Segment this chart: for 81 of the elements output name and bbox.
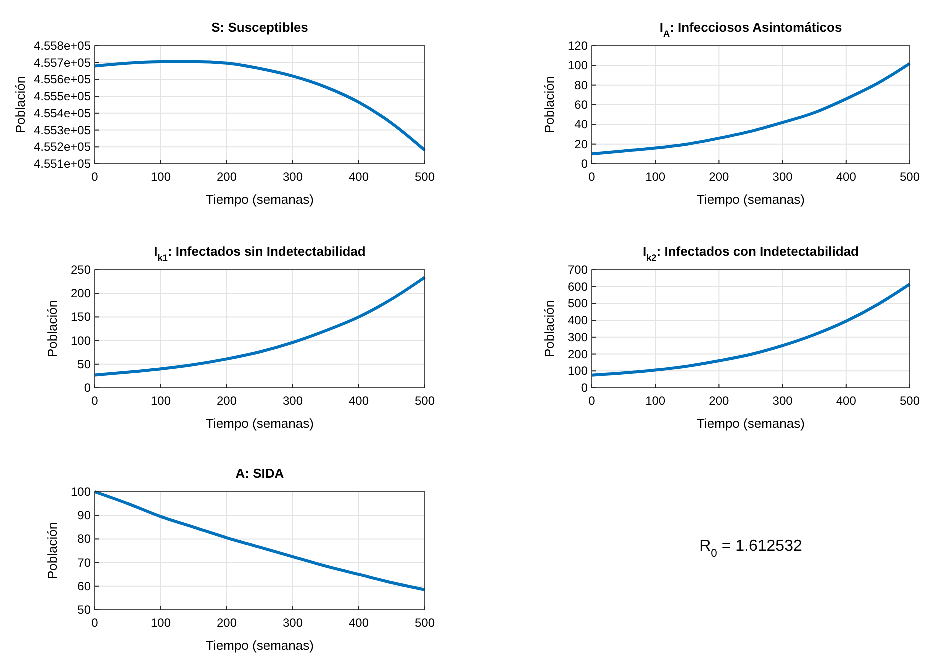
y-tick-label: 4.555e+05 [34,90,92,104]
y-tick-label: 0 [581,157,588,171]
y-tick-label: 4.552e+05 [34,140,92,154]
y-axis-title: Población [13,76,28,134]
y-tick-label: 600 [568,280,588,294]
y-tick-label: 100 [70,485,92,499]
chart-title: S: Susceptibles [212,20,308,35]
y-tick-label: 50 [78,357,92,372]
y-tick-label: 70 [78,556,92,570]
y-tick-label: 4.553e+05 [34,123,92,138]
y-tick-label: 20 [574,137,588,152]
x-tick-label: 400 [348,616,370,630]
y-tick-label: 500 [568,296,588,311]
y-tick-label: 40 [574,118,588,132]
y-tick-label: 4.557e+05 [34,56,92,70]
text: R$_{0}$ = 1.612532 [700,538,802,560]
x-tick-label: 100 [150,616,172,630]
x-tick-label: 200 [709,170,730,184]
x-tick-label: 300 [772,170,794,184]
y-axis-title: Población [45,300,60,358]
x-tick-label: 400 [348,170,370,184]
y-tick-label: 100 [70,334,92,348]
chart-title: I$_{A}$: Infecciosos Asintomáticos [660,20,842,39]
chart-title: I$_{k1}$: Infectados sin Indetectabilidad [154,244,366,263]
y-tick-label: 700 [568,263,588,277]
line-series [590,62,912,156]
y-tick-label: 80 [574,78,588,92]
x-axis-title: Tiempo (semanas) [206,192,314,207]
x-tick-label: 200 [216,170,238,184]
chart-title: A: SIDA [236,466,285,481]
y-tick-label: 4.558e+05 [34,39,92,53]
x-tick-label: 100 [150,170,172,184]
x-axis-title: Tiempo (semanas) [697,192,805,207]
x-tick-label: 500 [414,616,436,630]
x-axis-title: Tiempo (semanas) [206,638,314,653]
x-tick-label: 300 [282,394,304,408]
y-tick-label: 60 [574,98,588,112]
y-tick-label: 0 [581,381,588,395]
chart-title: I$_{k2}$: Infectados con Indetectabilidad [643,244,860,263]
y-tick-label: 60 [78,579,92,594]
y-tick-label: 90 [78,508,92,523]
line-series [94,276,426,377]
x-tick-label: 300 [772,394,794,408]
line-series [94,60,426,152]
line-series [590,282,912,377]
x-tick-label: 500 [414,394,436,408]
y-tick-label: 120 [568,39,588,53]
x-tick-label: 100 [150,394,172,408]
x-tick-label: 300 [282,616,304,630]
y-tick-label: 300 [568,330,588,344]
y-tick-label: 4.556e+05 [34,72,92,87]
y-tick-label: 200 [568,347,588,362]
y-tick-label: 80 [78,532,92,546]
y-tick-label: 100 [568,364,588,378]
x-tick-label: 400 [348,394,370,408]
x-tick-label: 400 [836,394,857,408]
y-tick-label: 250 [70,263,92,277]
x-tick-label: 100 [646,170,666,184]
x-axis-title: Tiempo (semanas) [206,416,314,431]
y-tick-label: 150 [70,310,92,324]
x-tick-label: 100 [646,394,666,408]
y-axis-title: Población [542,76,557,134]
x-tick-label: 200 [709,394,730,408]
y-axis-title: Población [542,300,557,358]
y-tick-label: 50 [78,603,92,617]
x-tick-label: 500 [900,170,920,184]
y-tick-label: 4.554e+05 [34,106,92,120]
x-tick-label: 300 [282,170,304,184]
x-axis-title: Tiempo (semanas) [697,416,805,431]
x-tick-label: 200 [216,616,238,630]
y-tick-label: 400 [568,314,588,328]
x-tick-label: 500 [414,170,436,184]
y-axis-title: Población [45,522,60,580]
y-tick-label: 4.551e+05 [34,157,92,171]
line-series [94,490,426,592]
x-tick-label: 400 [836,170,857,184]
x-tick-label: 200 [216,394,238,408]
y-tick-label: 0 [84,381,92,395]
x-tick-label: 500 [900,394,920,408]
y-tick-label: 200 [70,286,92,301]
y-tick-label: 100 [568,58,588,73]
